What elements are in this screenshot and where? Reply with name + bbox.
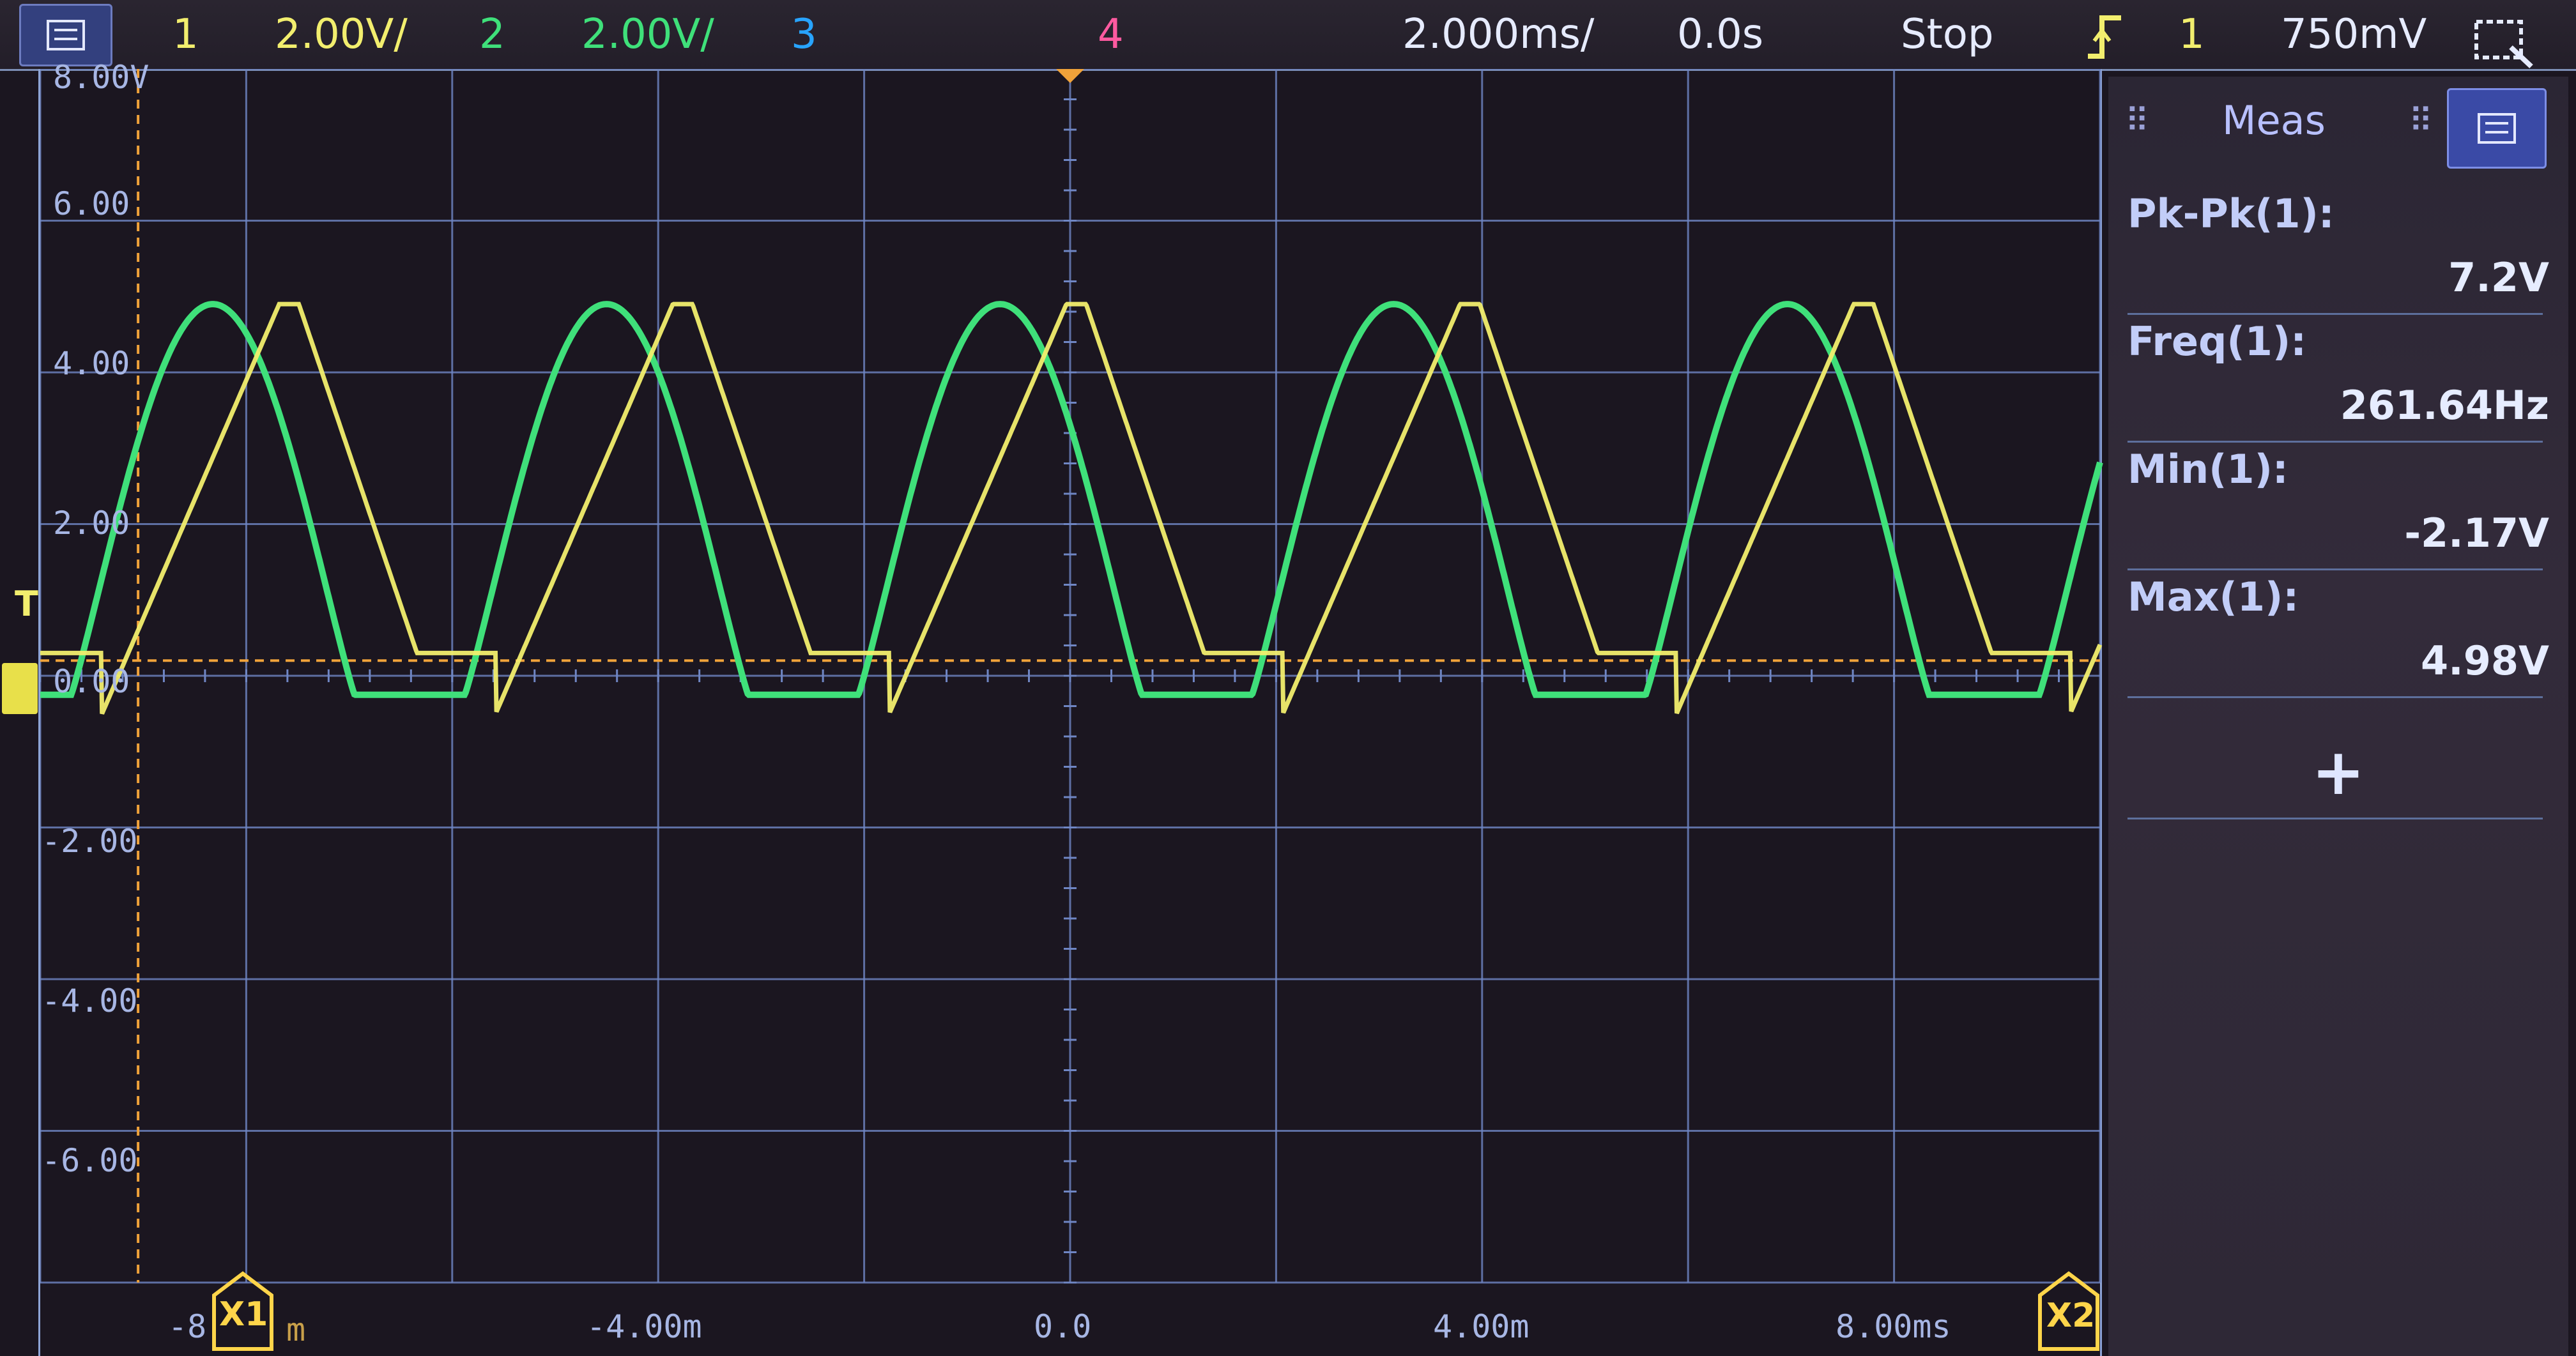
ground-marker-icon[interactable] (2, 663, 38, 714)
ch2-scale[interactable]: 2.00V/ (581, 11, 714, 58)
cursor-x1-label: X1 (219, 1295, 268, 1334)
x-label-0: 0.0 (1034, 1308, 1092, 1345)
trigger-source[interactable]: 1 (2179, 11, 2205, 58)
meas-pkpk-label[interactable]: Pk-Pk(1): (2128, 190, 2334, 237)
y-label-2: 2.00 (53, 505, 130, 542)
time-offset[interactable]: 0.0s (1677, 11, 1764, 58)
ch1-label[interactable]: 1 (172, 11, 199, 58)
top-status-bar: 1 2.00V/ 2 2.00V/ 3 4 2.000ms/ 0.0s Stop… (0, 0, 2576, 71)
drag-grip-icon-right[interactable]: ⠿ (2409, 102, 2434, 141)
meas-max-value: 4.98V (2421, 637, 2549, 684)
run-stop-state[interactable]: Stop (1901, 11, 1994, 58)
divider (2128, 818, 2543, 819)
y-label-neg6: -6.00 (42, 1142, 138, 1179)
x-label-8: 8.00ms (1836, 1308, 1951, 1345)
cursor-x1-suffix: m (286, 1311, 306, 1348)
cursor-x2-label: X2 (2046, 1297, 2096, 1335)
ch3-label[interactable]: 3 (791, 11, 817, 58)
channel-2-trace (40, 301, 2103, 698)
trigger-level-marker[interactable]: T (15, 584, 38, 624)
divider (2128, 441, 2543, 443)
meas-min-value: -2.17V (2404, 510, 2549, 556)
y-label-4: 4.00 (53, 345, 130, 382)
waveform-plot (40, 69, 2103, 1284)
meas-title: Meas (2222, 97, 2326, 144)
x-label-4: 4.00m (1433, 1308, 1529, 1345)
meas-freq-label[interactable]: Freq(1): (2128, 318, 2306, 365)
meas-menu-button[interactable] (2447, 88, 2547, 169)
timebase[interactable]: 2.000ms/ (1402, 11, 1595, 58)
meas-min-label[interactable]: Min(1): (2128, 446, 2288, 492)
waveform-display[interactable]: 8.00V 6.00 4.00 2.00 0.00 -2.00 -4.00 -6… (2, 59, 2104, 1356)
divider (2128, 568, 2543, 570)
cursor-x1-marker[interactable] (208, 1270, 278, 1353)
zoom-select-icon[interactable] (2472, 18, 2536, 69)
channel-1-trace (40, 301, 2103, 715)
main-menu-button[interactable] (19, 4, 112, 66)
meas-header: ⠿ Meas ⠿ (2108, 77, 2568, 185)
menu-icon (2478, 113, 2516, 144)
x-label-neg8: -8 (168, 1308, 207, 1345)
cursor-x2-marker[interactable] (2034, 1270, 2104, 1353)
meas-pkpk-value: 7.2V (2448, 254, 2549, 301)
trigger-level[interactable]: 750mV (2281, 11, 2427, 58)
x-label-neg4: -4.00m (586, 1308, 702, 1345)
trigger-position-marker (1056, 69, 1084, 83)
meas-max-label[interactable]: Max(1): (2128, 574, 2299, 620)
ch1-scale[interactable]: 2.00V/ (275, 11, 408, 58)
drag-grip-icon[interactable]: ⠿ (2125, 102, 2150, 141)
add-measurement-button[interactable]: + (2312, 735, 2365, 809)
y-label-top: 8.00V (53, 59, 150, 96)
ch4-label[interactable]: 4 (1098, 11, 1124, 58)
measurement-panel: ⠿ Meas ⠿ Pk-Pk(1): 7.2V Freq(1): 261.64H… (2108, 77, 2568, 1356)
menu-icon (47, 20, 85, 50)
trigger-edge-icon[interactable] (2083, 11, 2128, 63)
divider (2128, 696, 2543, 698)
divider (2128, 313, 2543, 315)
ch2-label[interactable]: 2 (479, 11, 505, 58)
y-label-6: 6.00 (53, 185, 130, 222)
y-label-0: 0.00 (53, 663, 130, 700)
meas-freq-value: 261.64Hz (2340, 382, 2549, 429)
y-label-neg4: -4.00 (42, 982, 138, 1019)
y-label-neg2: -2.00 (42, 823, 138, 860)
